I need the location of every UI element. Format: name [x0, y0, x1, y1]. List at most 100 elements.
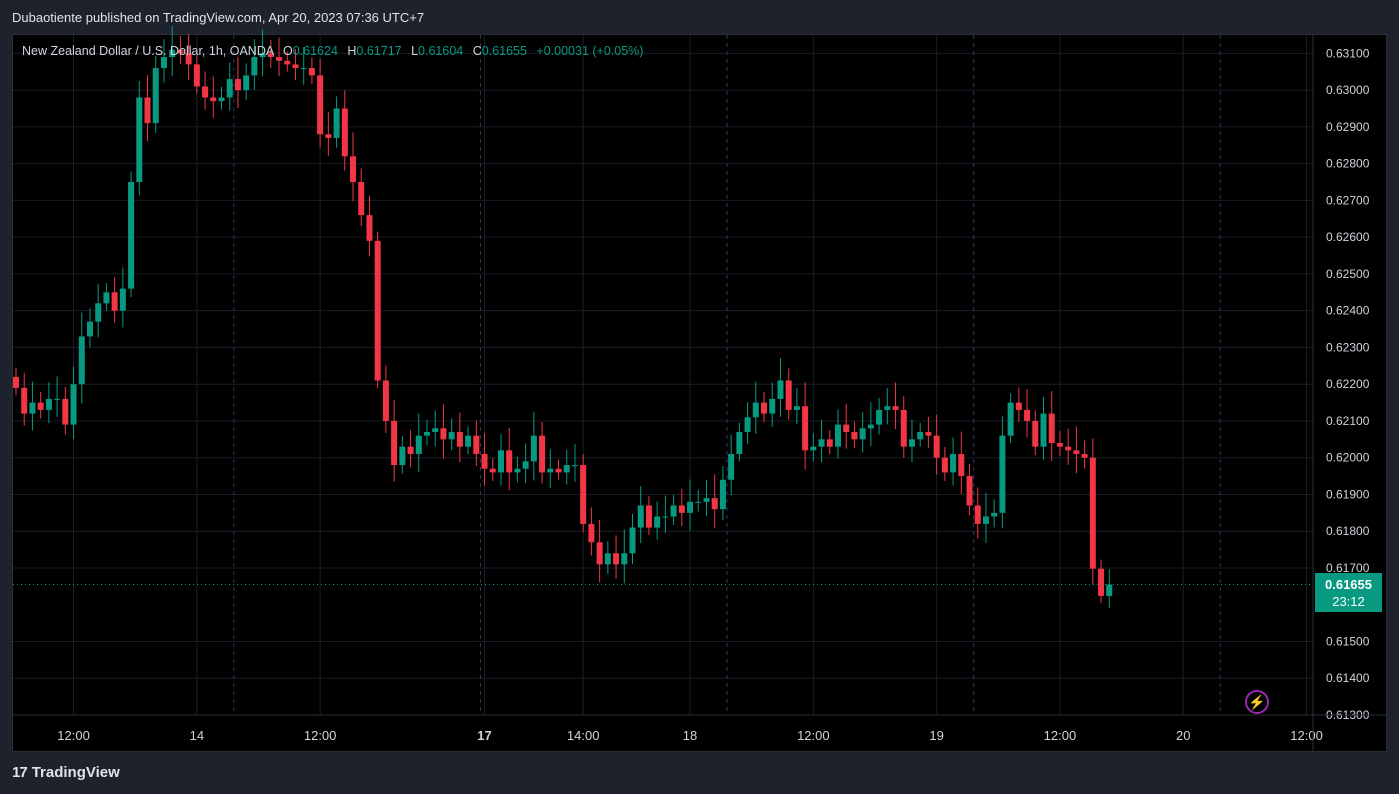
candle-body [160, 57, 167, 69]
candle-body [703, 498, 710, 502]
y-tick-label: 0.62700 [1326, 193, 1370, 207]
candle-body [777, 380, 784, 399]
candle-body [892, 406, 899, 410]
candle-body [481, 454, 488, 469]
candle-body [391, 420, 398, 466]
candle-body [193, 64, 200, 87]
y-tick-label: 0.62300 [1326, 340, 1370, 354]
candle-body [925, 431, 932, 436]
y-tick-label: 0.61700 [1326, 561, 1370, 575]
candle-body [45, 398, 52, 410]
x-tick-label: 14 [190, 728, 204, 743]
x-tick-label: 20 [1176, 728, 1190, 743]
y-tick-label: 0.62000 [1326, 451, 1370, 465]
chart-frame[interactable] [12, 34, 1387, 752]
lightning-icon[interactable]: ⚡ [1245, 690, 1269, 714]
y-tick-label: 0.62400 [1326, 304, 1370, 318]
candle-body [958, 454, 965, 477]
candle-body [966, 476, 973, 506]
candle-body [522, 461, 529, 469]
candle-body [654, 516, 661, 528]
candle-body [202, 86, 209, 98]
candle-body [292, 64, 299, 69]
symbol-name[interactable]: New Zealand Dollar / U.S. Dollar, 1h, OA… [22, 44, 274, 58]
candle-body [867, 424, 874, 429]
brand-name: TradingView [31, 764, 120, 781]
candle-body [752, 402, 759, 418]
candle-body [432, 428, 439, 432]
y-tick-label: 0.62100 [1326, 414, 1370, 428]
candle-body [78, 336, 85, 385]
candle-body [991, 512, 998, 517]
high-value: 0.61717 [356, 44, 402, 58]
candle-body [826, 439, 833, 447]
candle-body [1098, 568, 1105, 596]
y-tick-label: 0.62600 [1326, 230, 1370, 244]
y-tick-label: 0.61800 [1326, 524, 1370, 538]
x-tick-label: 12:00 [1044, 728, 1077, 743]
candle-body [695, 501, 702, 503]
candle-body [982, 516, 989, 524]
symbol-legend: New Zealand Dollar / U.S. Dollar, 1h, OA… [22, 44, 643, 58]
candle-body [415, 435, 422, 455]
candle-body [489, 468, 496, 473]
candle-body [719, 479, 726, 510]
candle-body [226, 79, 233, 98]
candle-body [37, 402, 44, 410]
candle-body [744, 417, 751, 432]
x-tick-label: 14:00 [567, 728, 600, 743]
candle-body [62, 398, 69, 425]
candle-body [678, 505, 685, 513]
candle-body [341, 108, 348, 157]
candle-body [54, 398, 61, 400]
candle-body [793, 406, 800, 410]
candle-body [317, 75, 324, 135]
candle-body [596, 542, 603, 565]
candle-body [276, 57, 283, 61]
candle-body [580, 465, 587, 524]
candle-body [325, 134, 332, 138]
candle-body [900, 409, 907, 447]
y-tick-label: 0.61500 [1326, 634, 1370, 648]
candle-body [876, 409, 883, 425]
candle-body [645, 505, 652, 528]
candle-body [974, 505, 981, 524]
y-tick-label: 0.62200 [1326, 377, 1370, 391]
x-tick-label: 18 [683, 728, 697, 743]
candle-body [210, 97, 217, 102]
tradingview-brand[interactable]: 17 TradingView [12, 764, 120, 781]
y-tick-label: 0.61400 [1326, 671, 1370, 685]
candle-body [785, 380, 792, 410]
candle-body [908, 439, 915, 447]
candle-body [407, 446, 414, 455]
candle-body [169, 49, 176, 58]
candle-body [539, 435, 546, 473]
candle-body [358, 182, 365, 216]
candle-body [70, 384, 77, 425]
candle-body [613, 553, 620, 565]
y-tick-label: 0.62500 [1326, 267, 1370, 281]
candle-body [424, 431, 430, 436]
candle-body [843, 424, 850, 432]
candle-body [1106, 584, 1113, 596]
candle-body [152, 68, 159, 124]
y-tick-label: 0.63000 [1326, 83, 1370, 97]
x-tick-label: 12:00 [304, 728, 337, 743]
candle-body [21, 387, 28, 414]
candle-body [736, 431, 743, 455]
candle-body [440, 428, 447, 440]
candle-body [571, 465, 578, 467]
candle-body [382, 380, 389, 421]
candle-body [177, 49, 184, 54]
candle-body [267, 53, 274, 58]
low-label: L [411, 44, 419, 58]
published-info: Dubaotiente published on TradingView.com… [12, 10, 425, 25]
candle-body [374, 240, 381, 381]
candle-body [530, 435, 537, 462]
candle-body [243, 75, 250, 91]
tradingview-logo-icon: 17 [12, 764, 28, 781]
x-tick-label: 12:00 [1290, 728, 1323, 743]
x-tick-label: 19 [929, 728, 943, 743]
candle-body [810, 446, 817, 451]
